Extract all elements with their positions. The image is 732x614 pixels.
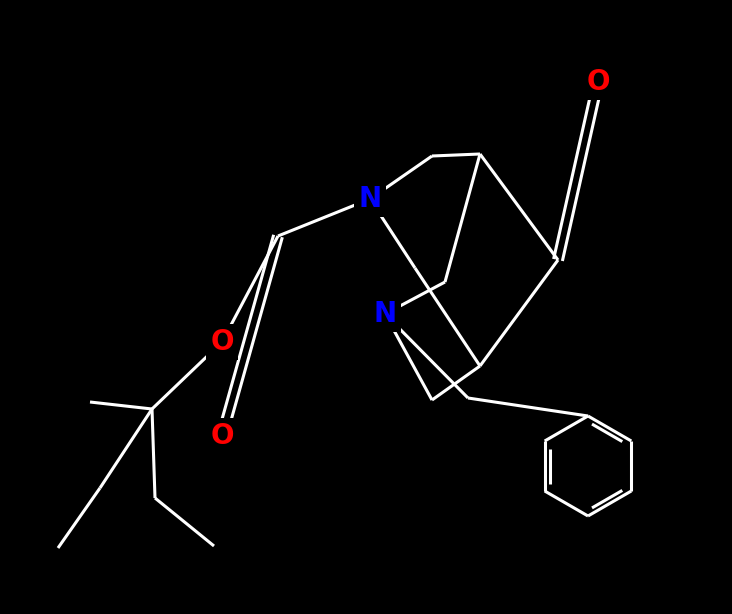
Text: O: O [586, 68, 610, 96]
Text: N: N [373, 300, 397, 328]
Text: O: O [210, 328, 234, 356]
Text: N: N [359, 185, 381, 213]
Text: O: O [210, 422, 234, 450]
